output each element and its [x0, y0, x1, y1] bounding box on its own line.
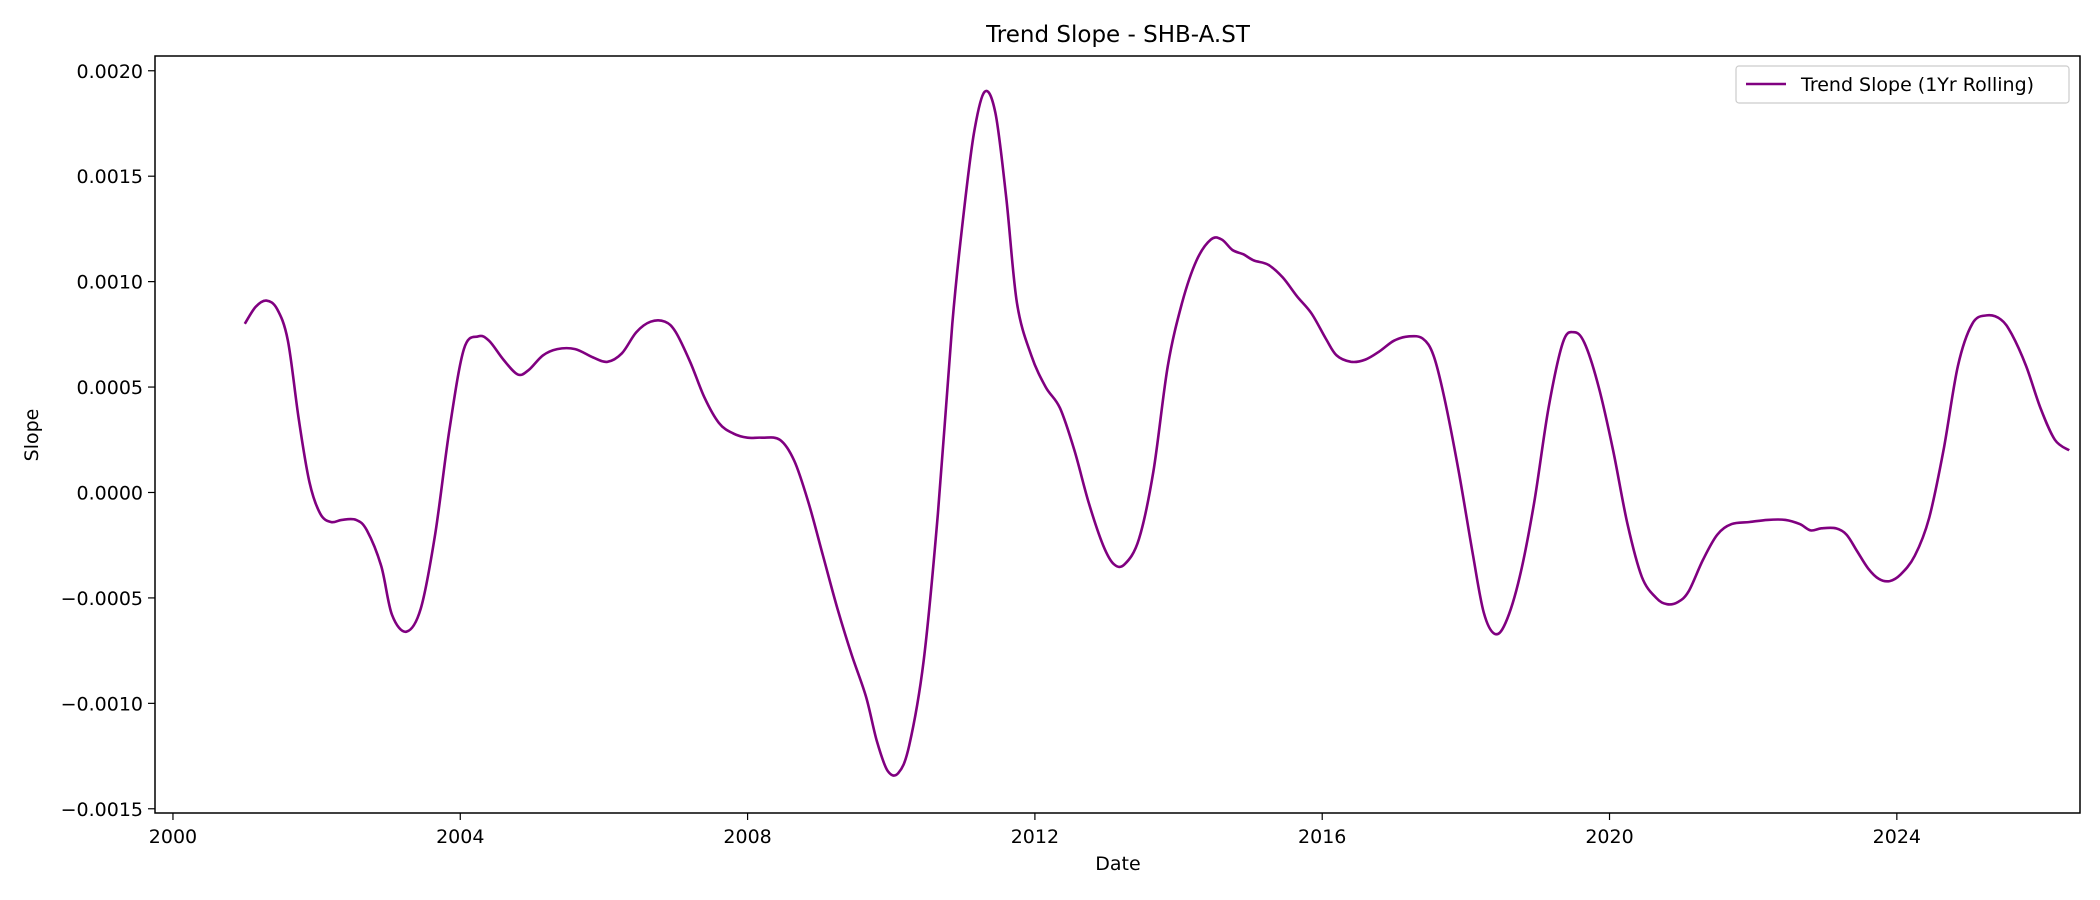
- y-tick-label: −0.0005: [61, 588, 143, 610]
- legend-entry-label: Trend Slope (1Yr Rolling): [1800, 74, 2034, 96]
- y-axis-ticks: −0.0015 −0.0010 −0.0005 0.0000 0.0005 0.0010 0…: [61, 61, 155, 821]
- legend: Trend Slope (1Yr Rolling): [1735, 65, 2070, 104]
- y-tick-label: 0.0015: [77, 166, 143, 188]
- y-tick-label: 0.0010: [77, 272, 143, 294]
- x-tick-label: 2012: [1011, 826, 1059, 848]
- x-tick-label: 2020: [1585, 826, 1633, 848]
- y-tick-label: −0.0010: [61, 693, 143, 715]
- axes-frame: [154, 55, 2081, 814]
- series-line-trend-slope: [243, 89, 2070, 777]
- y-tick-label: 0.0000: [77, 482, 143, 504]
- plot-area: [243, 89, 2070, 777]
- x-tick-label: 2008: [723, 826, 771, 848]
- legend-box: [1735, 65, 2070, 104]
- y-tick-label: 0.0005: [77, 377, 143, 399]
- y-tick-label: 0.0020: [77, 61, 143, 83]
- x-axis-ticks: 2000 2004 2008 2012 2016 2020 2024: [149, 813, 1921, 848]
- y-axis-label: Slope: [21, 409, 43, 462]
- y-tick-label: −0.0015: [61, 799, 143, 821]
- x-axis-label: Date: [1095, 853, 1140, 875]
- x-tick-label: 2016: [1298, 826, 1346, 848]
- chart-title: Trend Slope - SHB-A.ST: [985, 22, 1251, 48]
- x-tick-label: 2024: [1873, 826, 1921, 848]
- x-tick-label: 2004: [436, 826, 484, 848]
- x-tick-label: 2000: [149, 826, 197, 848]
